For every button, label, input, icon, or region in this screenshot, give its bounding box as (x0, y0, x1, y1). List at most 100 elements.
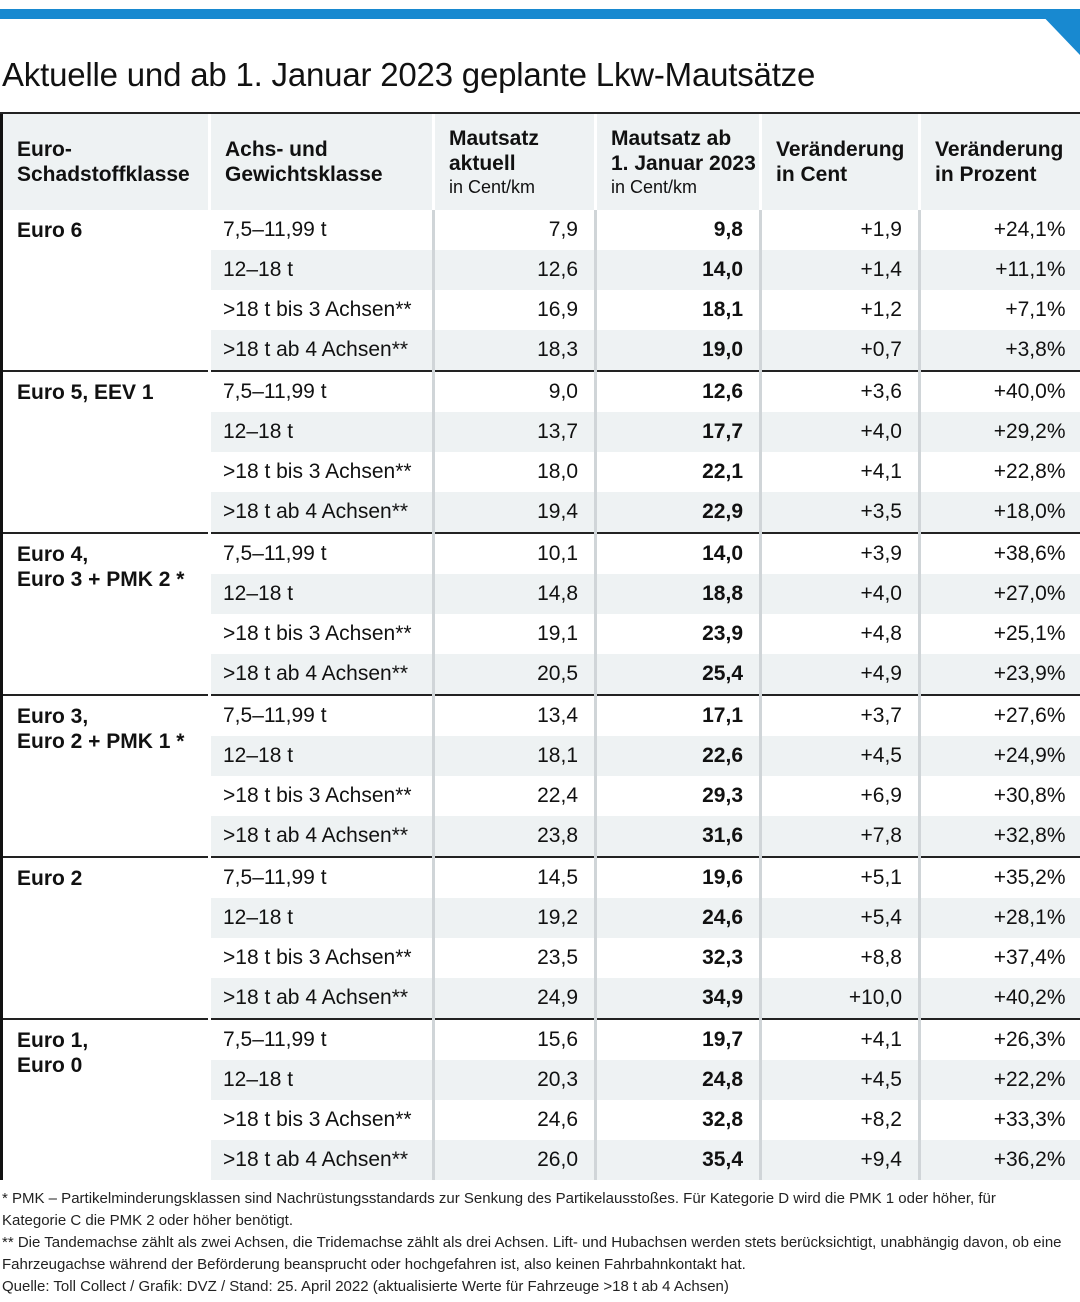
table-row: Euro 3, Euro 2 + PMK 1 * 7,5–11,99 t 13,4 1… (0, 694, 1080, 857)
change-cent-cell: +1,4 (759, 250, 920, 290)
change-cent-cell: +4,8 (759, 614, 920, 654)
emission-class-cell: Euro 2 (0, 856, 210, 1019)
axle-weight-class-cell: >18 t bis 3 Achsen** (208, 452, 434, 492)
axle-weight-class-cell: >18 t ab 4 Achsen** (208, 654, 434, 695)
table-row: 12–18 t 13,7 17,7 +4,0 +29,2% (2, 412, 1080, 452)
change-cent-cell: +4,9 (759, 654, 920, 695)
change-percent-cell: +22,2% (918, 1060, 1080, 1100)
table-row: Euro 2 7,5–11,99 t 14,5 19,6 +5,1 +35,2% (0, 856, 1080, 1019)
axle-weight-class-cell: >18 t bis 3 Achsen** (208, 1100, 434, 1140)
table-row: >18 t ab 4 Achsen** 19,4 22,9 +3,5 +18,0% (2, 492, 1080, 533)
table-row: 12–18 t 19,2 24,6 +5,4 +28,1% (2, 898, 1080, 938)
change-cent-cell: +4,1 (759, 452, 920, 492)
axle-weight-class-cell: 12–18 t (208, 1060, 434, 1100)
change-cent-cell: +8,8 (759, 938, 920, 978)
table-row: >18 t bis 3 Achsen** 16,9 18,1 +1,2 +7,1% (2, 290, 1080, 330)
current-rate-cell: 23,5 (432, 938, 596, 978)
new-rate-cell: 14,0 (594, 250, 761, 290)
change-cent-cell: +10,0 (759, 978, 920, 1019)
current-rate-cell: 26,0 (432, 1140, 596, 1180)
change-cent-cell: +3,6 (759, 370, 920, 412)
header-new-rate-label: Mautsatz ab 1. Januar 2023 (611, 127, 756, 175)
current-rate-cell: 23,8 (432, 816, 596, 857)
change-percent-cell: +24,1% (918, 210, 1080, 250)
new-rate-cell: 12,6 (594, 370, 761, 412)
toll-rates-table: Euro- Schadstoffklasse Achs- und Gewicht… (0, 114, 1080, 1180)
new-rate-cell: 22,1 (594, 452, 761, 492)
emission-class-cell: Euro 6 (0, 210, 210, 371)
change-cent-cell: +0,7 (759, 330, 920, 371)
axle-weight-class-cell: 7,5–11,99 t (208, 370, 434, 412)
change-cent-cell: +4,5 (759, 1060, 920, 1100)
table-row: 12–18 t 18,1 22,6 +4,5 +24,9% (2, 736, 1080, 776)
current-rate-cell: 9,0 (432, 370, 596, 412)
change-cent-cell: +7,8 (759, 816, 920, 857)
header-change-cent: Veränderung in Cent (759, 114, 920, 210)
header-emission-class: Euro- Schadstoffklasse (0, 114, 210, 210)
footnote-pmk: * PMK – Partikelminderungsklassen sind N… (2, 1190, 996, 1229)
change-percent-cell: +26,3% (918, 1018, 1080, 1060)
header-axle-weight-class-label: Achs- und Gewichtsklasse (225, 138, 383, 186)
new-rate-cell: 23,9 (594, 614, 761, 654)
table-row: Euro 4, Euro 3 + PMK 2 * 7,5–11,99 t 10,1 1… (0, 532, 1080, 695)
new-rate-cell: 19,7 (594, 1018, 761, 1060)
axle-weight-class-cell: 12–18 t (208, 736, 434, 776)
axle-weight-class-cell: >18 t ab 4 Achsen** (208, 330, 434, 371)
change-cent-cell: +4,5 (759, 736, 920, 776)
table-body: Euro 6 7,5–11,99 t 7,9 9,8 +1,9 +24,1% 12–18 t… (0, 210, 1080, 1180)
change-cent-cell: +3,7 (759, 694, 920, 736)
header-emission-class-label: Euro- Schadstoffklasse (17, 138, 190, 186)
change-cent-cell: +8,2 (759, 1100, 920, 1140)
change-cent-cell: +4,0 (759, 574, 920, 614)
header-new-rate-unit: in Cent/km (611, 177, 698, 197)
table-row: >18 t ab 4 Achsen** 23,8 31,6 +7,8 +32,8% (2, 816, 1080, 857)
emission-class-cell: Euro 1, Euro 0 (0, 1018, 210, 1180)
axle-weight-class-cell: 12–18 t (208, 412, 434, 452)
new-rate-cell: 18,8 (594, 574, 761, 614)
emission-class-cell: Euro 4, Euro 3 + PMK 2 * (0, 532, 210, 695)
new-rate-cell: 24,6 (594, 898, 761, 938)
axle-weight-class-cell: >18 t bis 3 Achsen** (208, 776, 434, 816)
toll-rates-table-wrapper: Euro- Schadstoffklasse Achs- und Gewicht… (0, 112, 1080, 1180)
change-percent-cell: +28,1% (918, 898, 1080, 938)
new-rate-cell: 17,1 (594, 694, 761, 736)
change-percent-cell: +7,1% (918, 290, 1080, 330)
table-row: >18 t ab 4 Achsen** 24,9 34,9 +10,0 +40,2% (2, 978, 1080, 1019)
change-cent-cell: +9,4 (759, 1140, 920, 1180)
change-percent-cell: +23,9% (918, 654, 1080, 695)
current-rate-cell: 19,4 (432, 492, 596, 533)
current-rate-cell: 24,9 (432, 978, 596, 1019)
change-percent-cell: +27,0% (918, 574, 1080, 614)
table-row: >18 t bis 3 Achsen** 22,4 29,3 +6,9 +30,8% (2, 776, 1080, 816)
new-rate-cell: 18,1 (594, 290, 761, 330)
table-row: >18 t bis 3 Achsen** 24,6 32,8 +8,2 +33,3% (2, 1100, 1080, 1140)
footnote-axles: ** Die Tandemachse zählt als zwei Achsen… (2, 1234, 1062, 1273)
change-percent-cell: +24,9% (918, 736, 1080, 776)
footnote-source: Quelle: Toll Collect / Grafik: DVZ / Sta… (2, 1278, 729, 1295)
change-percent-cell: +27,6% (918, 694, 1080, 736)
change-percent-cell: +29,2% (918, 412, 1080, 452)
new-rate-cell: 14,0 (594, 532, 761, 574)
table-row: >18 t bis 3 Achsen** 19,1 23,9 +4,8 +25,1% (2, 614, 1080, 654)
table-row: 12–18 t 20,3 24,8 +4,5 +22,2% (2, 1060, 1080, 1100)
current-rate-cell: 19,1 (432, 614, 596, 654)
header-change-percent-label: Veränderung in Prozent (935, 138, 1064, 186)
change-percent-cell: +3,8% (918, 330, 1080, 371)
axle-weight-class-cell: >18 t ab 4 Achsen** (208, 492, 434, 533)
table-row: >18 t bis 3 Achsen** 18,0 22,1 +4,1 +22,8% (2, 452, 1080, 492)
current-rate-cell: 7,9 (432, 210, 596, 250)
change-cent-cell: +6,9 (759, 776, 920, 816)
axle-weight-class-cell: 7,5–11,99 t (208, 210, 434, 250)
header-change-cent-label: Veränderung in Cent (776, 138, 905, 186)
current-rate-cell: 16,9 (432, 290, 596, 330)
table-row: 12–18 t 12,6 14,0 +1,4 +11,1% (2, 250, 1080, 290)
change-cent-cell: +4,0 (759, 412, 920, 452)
change-percent-cell: +11,1% (918, 250, 1080, 290)
table-header-row: Euro- Schadstoffklasse Achs- und Gewicht… (0, 114, 1080, 210)
axle-weight-class-cell: >18 t bis 3 Achsen** (208, 290, 434, 330)
current-rate-cell: 14,8 (432, 574, 596, 614)
new-rate-cell: 17,7 (594, 412, 761, 452)
header-current-rate-label: Mautsatz aktuell (449, 127, 539, 175)
current-rate-cell: 18,3 (432, 330, 596, 371)
table-row: Euro 5, EEV 1 7,5–11,99 t 9,0 12,6 +3,6 +40,0… (0, 370, 1080, 533)
